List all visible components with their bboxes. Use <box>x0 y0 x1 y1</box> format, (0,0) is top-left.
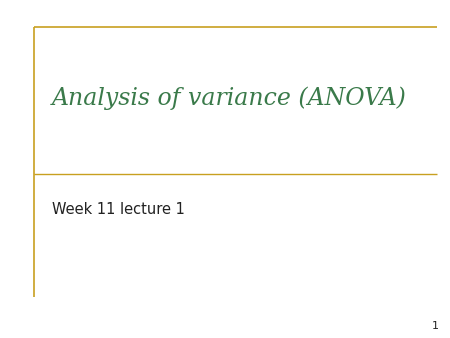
Text: 1: 1 <box>432 321 439 331</box>
Text: Week 11 lecture 1: Week 11 lecture 1 <box>52 202 184 217</box>
Text: Analysis of variance (ANOVA): Analysis of variance (ANOVA) <box>52 86 407 110</box>
